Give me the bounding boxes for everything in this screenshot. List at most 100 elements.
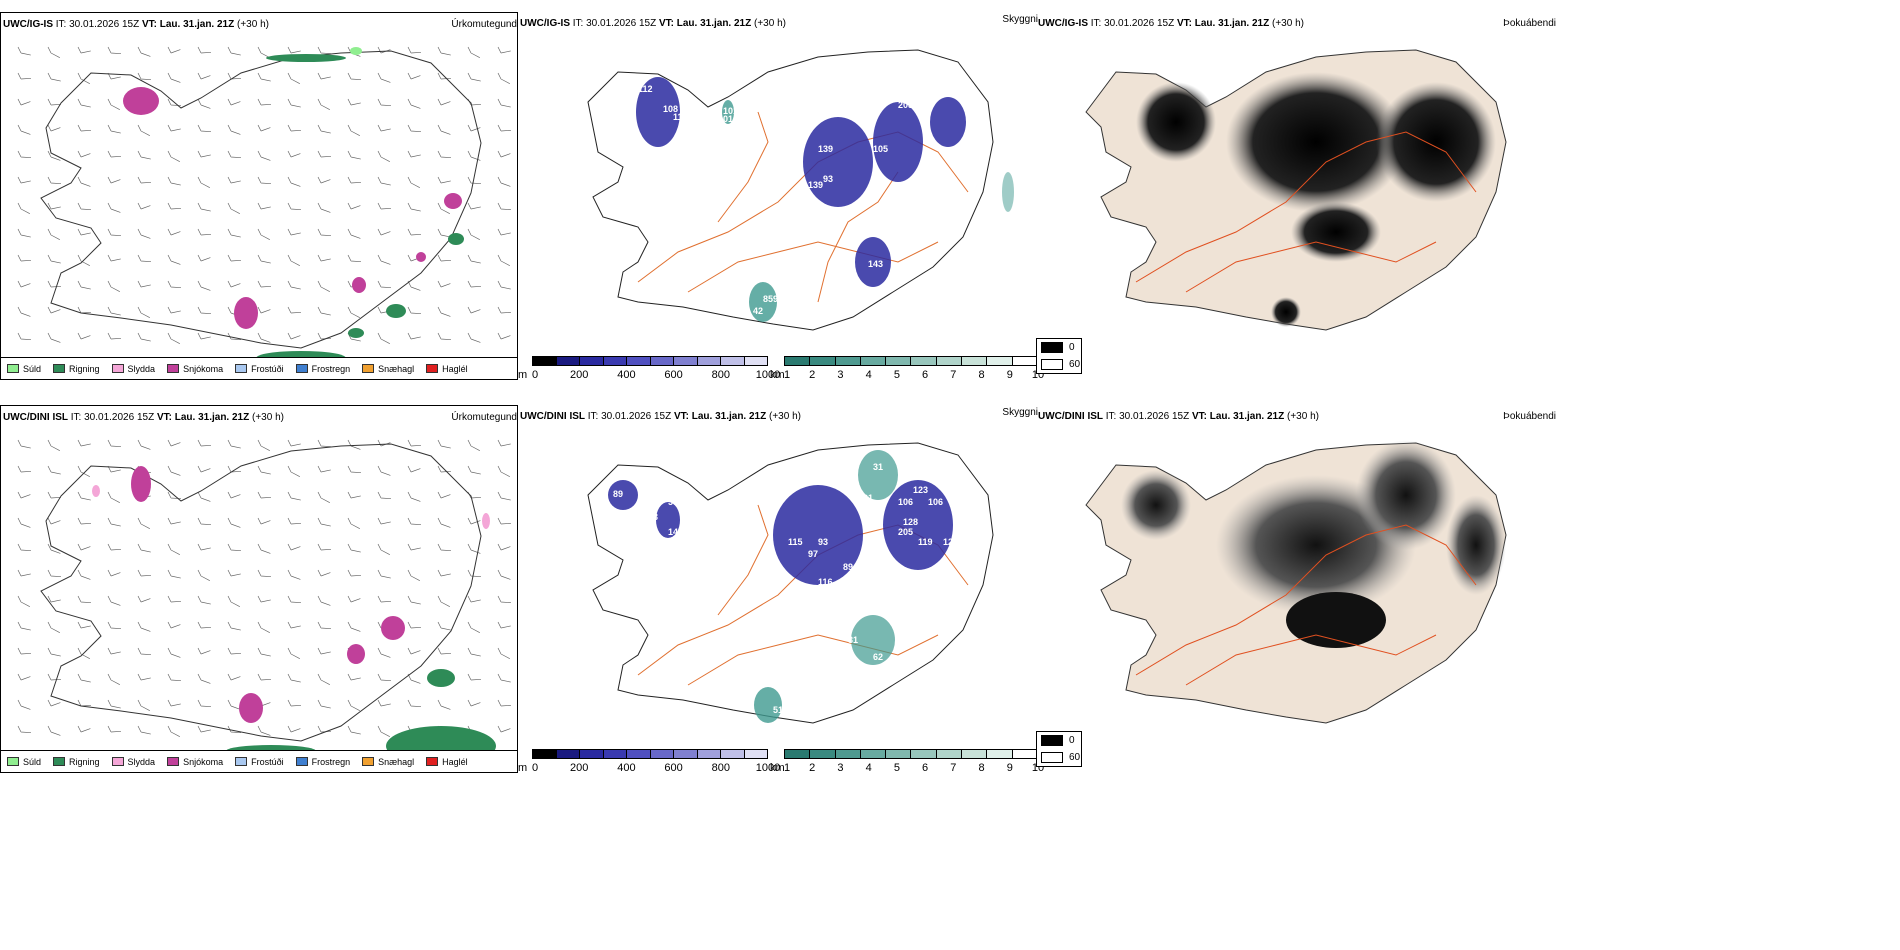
wind-barb: [497, 543, 511, 551]
wind-barb: [317, 280, 330, 293]
wind-barb: [77, 465, 90, 478]
wind-barb: [47, 569, 62, 578]
colorbar-tick: 7: [950, 762, 957, 774]
wind-barb: [377, 439, 391, 447]
visibility-value: 205: [898, 527, 913, 537]
wind-barb: [377, 46, 391, 54]
wind-barb: [467, 228, 480, 241]
wind-barb: [107, 150, 122, 158]
wind-barb: [137, 621, 151, 632]
wind-barb: [167, 647, 181, 658]
fog-panel-bottom: UWC/DINI ISL IT: 30.01.2026 15Z VT: Lau.…: [1036, 405, 1556, 773]
wind-barb: [137, 150, 151, 160]
wind-barb: [317, 621, 332, 630]
wind-barb: [227, 280, 241, 288]
precip-type-panel-bottom: UWC/DINI ISL IT: 30.01.2026 15Z VT: Lau.…: [0, 405, 518, 773]
wind-barb: [47, 124, 61, 132]
wind-barb: [137, 725, 151, 735]
wind-barb: [107, 595, 121, 606]
wind-barb: [467, 150, 481, 161]
wind-barb: [317, 202, 331, 213]
wind-barb: [407, 647, 421, 655]
wind-barb: [317, 124, 331, 134]
wind-barb: [107, 543, 122, 551]
wind-barb: [17, 621, 31, 631]
wind-barb: [317, 150, 332, 158]
wind-barb: [107, 725, 122, 733]
wind-barb: [257, 98, 272, 106]
visibility-value: 89: [843, 562, 853, 572]
wind-barb: [17, 465, 32, 473]
wind-barb: [437, 595, 450, 608]
wind-barb: [47, 491, 62, 499]
wind-barb: [377, 332, 390, 345]
wind-barb: [107, 569, 121, 577]
wind-barb: [407, 150, 421, 158]
wind-barb: [347, 98, 361, 106]
drizzle-area: [92, 485, 100, 497]
precip-map-svg: [17, 46, 512, 365]
wind-barb: [287, 595, 302, 604]
wind-barb: [437, 150, 452, 159]
iceland-outline: [40, 443, 482, 742]
wind-barb: [407, 98, 421, 109]
panel-title: Úrkomutegund: [451, 19, 517, 30]
wind-barb: [287, 621, 301, 629]
colorbar-tick: 0: [532, 762, 539, 774]
wind-barb: [317, 725, 332, 733]
wind-barb: [407, 124, 422, 133]
visibility-value: 91: [863, 493, 873, 503]
wind-barb: [137, 46, 151, 57]
height-ticks: 0 200 400 600 800 1000: [532, 369, 780, 381]
visibility-value: 128: [903, 517, 918, 527]
wind-barb: [167, 543, 180, 556]
wind-barb: [287, 254, 300, 267]
wind-barb: [347, 228, 361, 239]
fog-areas: [1121, 440, 1506, 648]
wind-barb: [407, 72, 421, 80]
wind-barb: [227, 439, 241, 449]
legend-label: Súld: [23, 756, 42, 767]
wind-barb: [377, 150, 390, 163]
panel-header: UWC/DINI ISL IT: 30.01.2026 15Z VT: Lau.…: [1038, 411, 1556, 422]
wind-barb: [17, 517, 31, 528]
wind-barb: [347, 699, 360, 712]
visibility-value: 205: [898, 100, 913, 110]
wind-barb: [17, 72, 32, 80]
wind-barb: [257, 725, 271, 736]
visibility-value: 61: [773, 326, 783, 336]
wind-barb: [197, 254, 211, 262]
wind-barb: [167, 280, 182, 289]
wind-barb: [377, 673, 392, 682]
wind-barb: [467, 647, 481, 657]
wind-barb: [47, 306, 61, 314]
wind-barb: [167, 228, 181, 236]
colorbar-tick: 400: [617, 762, 636, 774]
wind-barb: [347, 569, 362, 577]
wind-barb: [497, 439, 511, 447]
colorbar-tick: 7: [950, 369, 957, 381]
wind-barb: [437, 517, 451, 528]
wind-barb: [497, 150, 511, 158]
wind-barb: [317, 72, 331, 80]
legend-swatch: [53, 364, 66, 373]
wind-barb: [347, 72, 362, 81]
rain-area: [348, 328, 364, 338]
wind-barb: [137, 647, 152, 656]
wind-barb: [107, 306, 121, 316]
legend-label: Frostúði: [251, 363, 284, 374]
wind-barb: [77, 517, 92, 525]
visibility-value: 110: [673, 112, 688, 122]
wind-barb: [317, 98, 330, 111]
wind-barb: [407, 176, 420, 189]
wind-barb: [497, 202, 512, 211]
wind-barb: [107, 517, 121, 527]
visibility-value: 31: [848, 635, 858, 645]
wind-barb: [47, 699, 61, 707]
wind-barb: [377, 465, 391, 476]
wind-barb: [227, 621, 241, 631]
colorbar-tick: 1000: [755, 762, 781, 774]
legend-item: Frostúði: [235, 364, 284, 374]
wind-barb: [167, 491, 182, 500]
wind-barb: [197, 491, 211, 502]
